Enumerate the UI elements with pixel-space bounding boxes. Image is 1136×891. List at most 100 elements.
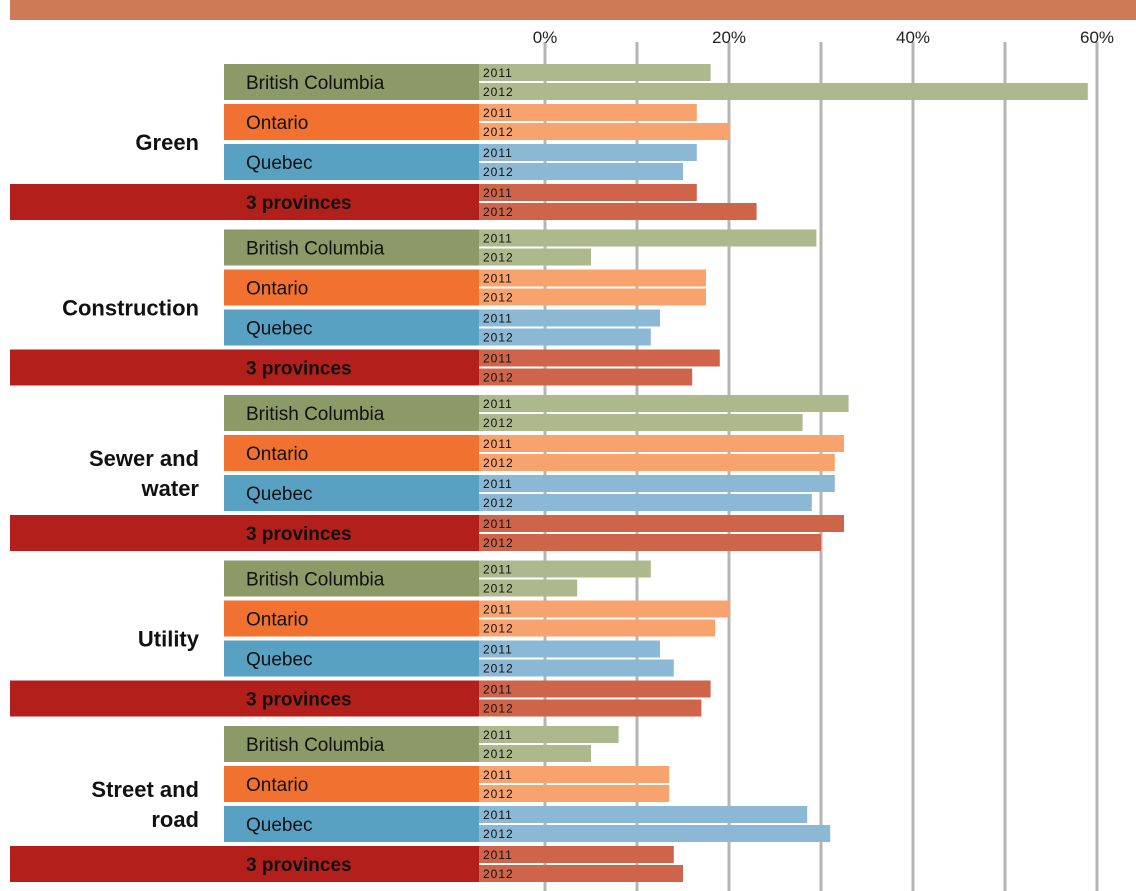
province-label: 3 provinces [246, 690, 352, 711]
province-label: Ontario [246, 279, 308, 300]
bar [479, 619, 716, 637]
grid-line [911, 42, 915, 891]
province-label-box [224, 475, 479, 511]
province-label-box [10, 349, 479, 386]
row-labels: Green British Columbia Ontario Quebec 3 prov… [10, 64, 479, 882]
grid-line [1095, 42, 1099, 891]
bar [479, 395, 849, 412]
bar [479, 83, 1088, 100]
x-tick-label: 20% [712, 28, 746, 47]
top-band [10, 0, 1136, 20]
bar [479, 368, 693, 386]
bar [479, 435, 844, 452]
province-label-box [224, 435, 479, 471]
bar [479, 288, 706, 306]
year-label: 2011 [483, 106, 513, 120]
year-label: 2011 [483, 477, 513, 491]
province-label-box [224, 144, 479, 180]
province-label: 3 provinces [246, 524, 352, 545]
grid-line [1003, 42, 1007, 891]
bar [479, 475, 835, 492]
province-label: Ontario [246, 444, 308, 465]
year-label: 2012 [483, 536, 514, 550]
year-label: 2012 [483, 496, 514, 510]
year-label: 2011 [483, 146, 513, 160]
year-label: 2011 [483, 272, 513, 286]
year-label: 2011 [483, 728, 513, 742]
bars: 2011 2012 2011 2012 2011 2012 2011 2012 2011 2012… [479, 64, 1088, 882]
province-label-box [10, 846, 479, 882]
province-label-box [224, 560, 479, 597]
province-label: British Columbia [246, 404, 385, 425]
year-label: 2012 [483, 622, 514, 636]
year-label: 2012 [483, 456, 514, 470]
province-label: Quebec [246, 484, 313, 505]
bar [479, 560, 651, 578]
year-label: 2011 [483, 768, 513, 782]
year-label: 2012 [483, 125, 514, 139]
province-label: British Columbia [246, 239, 385, 260]
year-label: 2012 [483, 165, 514, 179]
province-label-box [224, 229, 479, 266]
province-label: British Columbia [246, 735, 385, 756]
year-label: 2012 [483, 371, 514, 385]
x-tick-label: 60% [1080, 28, 1114, 47]
bar [479, 726, 619, 743]
bar [479, 825, 831, 842]
province-label: 3 provinces [246, 359, 352, 380]
province-label: 3 provinces [246, 193, 352, 214]
year-label: 2011 [483, 517, 513, 531]
year-label: 2011 [483, 232, 513, 246]
bar [479, 309, 660, 327]
year-label: 2011 [483, 352, 513, 366]
province-label: 3 provinces [246, 855, 352, 876]
bar [479, 534, 821, 551]
province-label-box [224, 395, 479, 431]
year-label: 2011 [483, 603, 513, 617]
bar [479, 229, 817, 247]
year-label: 2012 [483, 827, 514, 841]
bar [479, 203, 757, 220]
bar [479, 865, 683, 882]
province-label: Ontario [246, 610, 308, 631]
year-label: 2011 [483, 186, 513, 200]
province-label-box [224, 104, 479, 140]
bar [479, 659, 674, 677]
bar [479, 806, 808, 823]
year-label: 2012 [483, 85, 514, 99]
bar [479, 248, 591, 266]
bar [479, 269, 706, 287]
bar [479, 144, 697, 161]
year-label: 2011 [483, 808, 513, 822]
bar [479, 766, 670, 783]
province-label-box [224, 64, 479, 100]
year-label: 2012 [483, 291, 514, 305]
province-label: Quebec [246, 650, 313, 671]
year-label: 2012 [483, 702, 514, 716]
province-label-box [224, 640, 479, 677]
year-label: 2011 [483, 563, 513, 577]
bar [479, 600, 729, 618]
year-label: 2012 [483, 747, 514, 761]
province-label-box [224, 309, 479, 346]
bar [479, 163, 683, 180]
year-label: 2011 [483, 312, 513, 326]
bar [479, 699, 702, 717]
province-label-box [10, 515, 479, 551]
bar [479, 414, 803, 431]
category-label: Construction [62, 296, 199, 321]
category-label: Utility [138, 627, 200, 652]
bar [479, 349, 720, 367]
province-label: Ontario [246, 113, 308, 134]
bar [479, 745, 591, 762]
year-label: 2011 [483, 397, 513, 411]
bar [479, 328, 651, 346]
bar [479, 64, 711, 81]
bar [479, 846, 674, 863]
province-label-box [224, 726, 479, 762]
year-label: 2012 [483, 416, 514, 430]
province-label: British Columbia [246, 73, 385, 94]
x-tick-label: 0% [533, 28, 558, 47]
province-label: Quebec [246, 319, 313, 340]
